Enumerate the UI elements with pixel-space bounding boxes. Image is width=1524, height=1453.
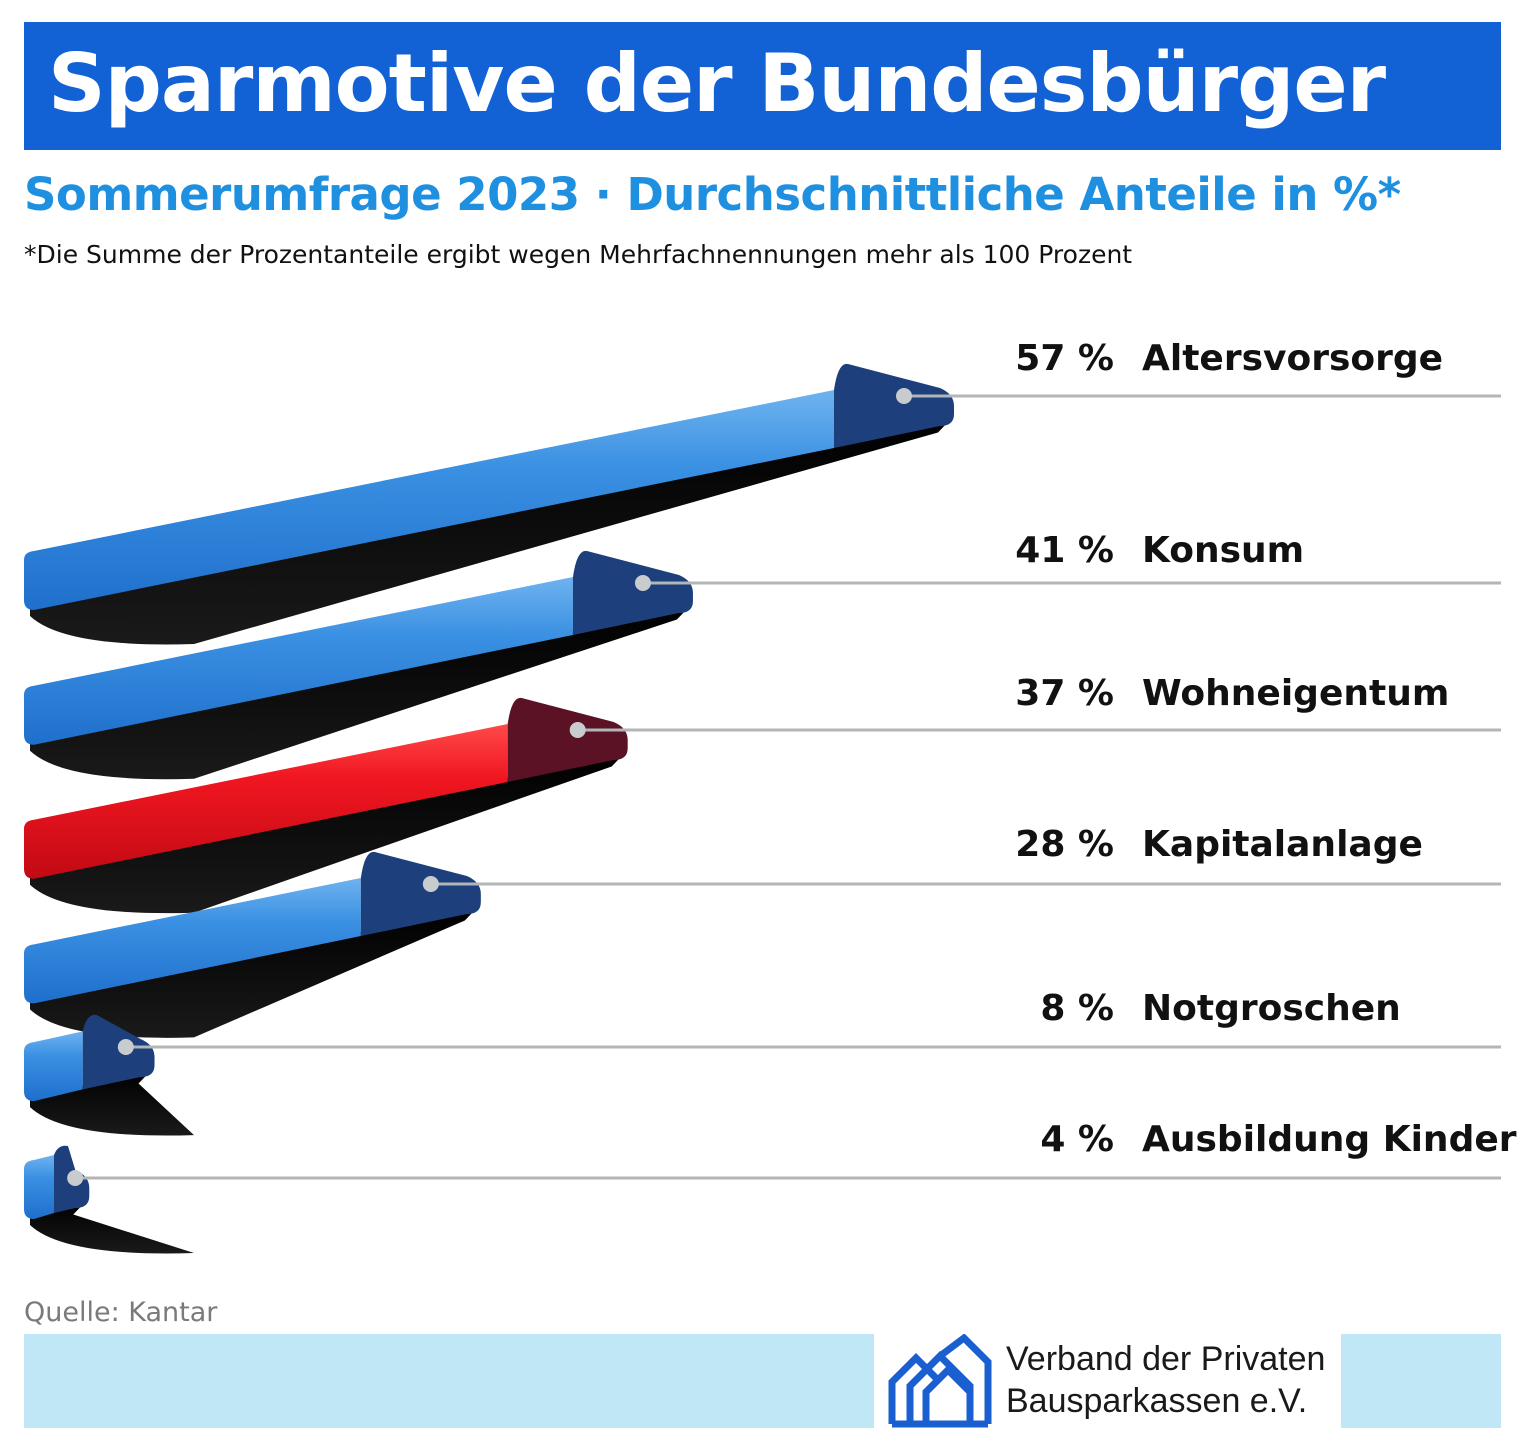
bar-face [24, 390, 834, 610]
category-label: Ausbildung Kinder [1142, 1119, 1517, 1160]
houses-logo-icon [888, 1334, 992, 1428]
bar-chart: 57 % Altersvorsorge 41 % Konsum 37 % Wohneige… [24, 338, 1517, 1254]
org-logo: Verband der Privaten Bausparkassen e.V. [874, 1334, 1341, 1428]
leader-dot [896, 388, 912, 404]
category-label: Konsum [1142, 530, 1304, 571]
source-note: Quelle: Kantar [24, 1297, 218, 1328]
bar-shadow [30, 420, 950, 645]
bar-face [24, 1031, 83, 1102]
bar-kapitalanlage [24, 851, 481, 1038]
value-label: 28 % [1015, 824, 1114, 865]
bar-end-cap [360, 851, 481, 936]
category-label: Notgroschen [1142, 988, 1401, 1029]
bar-konsum [24, 550, 693, 780]
leader-dot [422, 876, 439, 892]
bar-ausbildung-kinder [24, 1145, 194, 1254]
category-label: Kapitalanlage [1142, 824, 1423, 865]
bar-face [24, 878, 361, 1004]
value-label: 41 % [1015, 530, 1114, 571]
bar-end-cap [834, 363, 954, 448]
value-label: 37 % [1015, 673, 1114, 714]
bar-shadow [30, 1071, 194, 1136]
title-bar: Sparmotive der Bundesbürger [24, 22, 1501, 150]
bar-end-cap [82, 1014, 155, 1090]
category-label: Altersvorsorge [1142, 338, 1443, 379]
footer-band-left [24, 1334, 874, 1428]
leader-dot [67, 1170, 84, 1186]
value-label: 57 % [1015, 338, 1114, 379]
bar-face [24, 1155, 54, 1220]
bar-shadow [30, 754, 624, 914]
bar-end-cap [507, 697, 628, 782]
bar-notgroschen [24, 1014, 194, 1136]
category-label: Wohneigentum [1142, 673, 1449, 714]
bar-shadow [30, 1202, 194, 1254]
chart-title: Sparmotive der Bundesbürger [48, 37, 1386, 130]
bar-altersvorsorge [24, 363, 954, 645]
bar-face [24, 724, 508, 879]
bar-face [24, 577, 573, 745]
value-label: 8 % [1040, 988, 1114, 1029]
bar-shadow [30, 908, 477, 1038]
bar-end-cap [572, 550, 693, 635]
org-name-line1: Verband der Privaten [1006, 1340, 1326, 1378]
bar-wohneigentum [24, 697, 628, 914]
chart-subtitle: Sommerumfrage 2023 · Durchschnittliche A… [24, 168, 1401, 221]
org-name-line2: Bausparkassen e.V. [1006, 1382, 1308, 1420]
leader-dot [117, 1039, 134, 1055]
value-label: 4 % [1040, 1119, 1114, 1160]
footer-band-right [1341, 1334, 1501, 1428]
footnote: *Die Summe der Prozentanteile ergibt weg… [24, 240, 1133, 269]
leader-dot [634, 575, 651, 591]
bar-shadow [30, 607, 689, 780]
leader-dot [569, 722, 586, 738]
